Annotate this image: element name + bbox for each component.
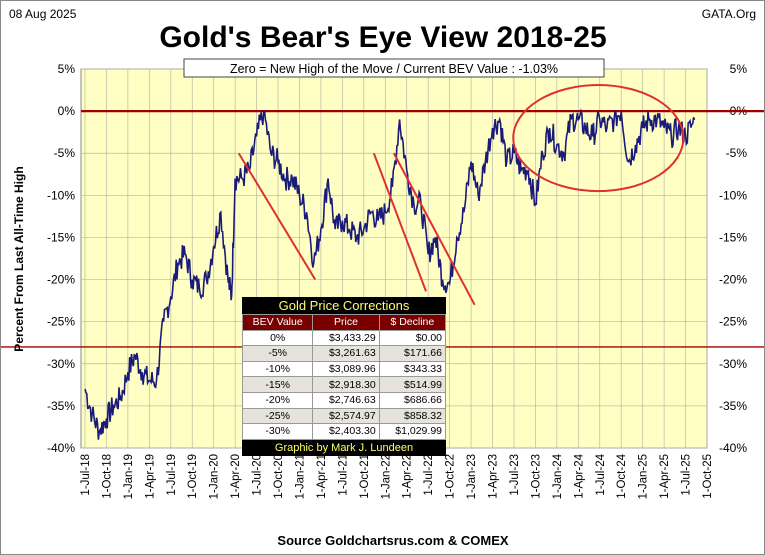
x-tick-label: 1-Apr-24 <box>573 453 585 498</box>
y-tick-label-right: 5% <box>730 62 748 76</box>
x-tick-label: 1-Oct-18 <box>101 454 113 499</box>
x-tick-label: 1-Jul-18 <box>80 454 92 496</box>
y-tick-label-left: -30% <box>47 357 75 371</box>
y-tick-label-left: -40% <box>47 441 75 455</box>
table-row: -5% $3,261.63 $171.66 <box>241 345 447 362</box>
table-cell: $3,433.29 <box>312 329 380 347</box>
x-tick-label: 1-Apr-21 <box>316 454 328 499</box>
x-tick-label: 1-Apr-25 <box>659 454 671 499</box>
trend-line <box>237 152 317 281</box>
table-cell: $3,089.96 <box>312 360 380 378</box>
x-tick-label: 1-Oct-22 <box>445 454 457 499</box>
x-tick-label: 1-Jul-19 <box>166 454 178 496</box>
y-tick-label-left: 5% <box>58 62 76 76</box>
x-tick-label: 1-Jan-20 <box>209 454 221 499</box>
y-tick-label-right: -25% <box>719 315 747 329</box>
table-cell: -20% <box>241 391 314 409</box>
subtitle: Zero = New High of the Move / Current BE… <box>230 62 558 76</box>
table-cell: $3,261.63 <box>312 345 380 362</box>
table-cell: $2,918.30 <box>312 376 380 393</box>
column-header: BEV Value <box>241 314 314 331</box>
column-header: $ Decline <box>378 314 447 331</box>
x-tick-label: 1-Oct-23 <box>530 454 542 499</box>
x-tick-label: 1-Jan-24 <box>552 453 564 499</box>
y-tick-label-right: -30% <box>719 357 747 371</box>
x-tick-label: 1-Jul-21 <box>337 454 349 496</box>
gold-price-corrections-table: Gold Price Corrections BEV Value Price $… <box>241 297 447 456</box>
x-tick-label: 1-Apr-19 <box>144 454 156 499</box>
table-row: -25% $2,574.97 $858.32 <box>241 407 447 425</box>
y-tick-label-left: -35% <box>47 399 75 413</box>
trend-line <box>372 152 427 292</box>
y-tick-label-left: 0% <box>58 104 76 118</box>
y-tick-label-left: -25% <box>47 315 75 329</box>
y-tick-label-left: -20% <box>47 273 75 287</box>
table-cell: $686.66 <box>378 391 447 409</box>
x-tick-label: 1-Jan-19 <box>123 454 135 499</box>
x-axis-label: Source Goldchartsrus.com & COMEX <box>277 533 508 548</box>
highlight-ellipse <box>512 84 685 193</box>
x-tick-label: 1-Oct-25 <box>702 454 714 499</box>
y-tick-label-right: -10% <box>719 188 747 202</box>
bev-series-line <box>84 108 696 440</box>
table-cell: -30% <box>241 423 314 440</box>
y-tick-label-left: -15% <box>47 230 75 244</box>
x-tick-label: 1-Oct-21 <box>359 454 371 499</box>
x-tick-label: 1-Jul-24 <box>595 453 607 495</box>
table-cell: -10% <box>241 360 314 378</box>
y-tick-label-right: -20% <box>719 273 747 287</box>
x-tick-label: 1-Apr-22 <box>402 454 414 499</box>
column-header: Price <box>312 314 380 331</box>
table-row: 0% $3,433.29 $0.00 <box>241 329 447 347</box>
table-cell: $2,403.30 <box>312 423 380 440</box>
date-label: 08 Aug 2025 <box>9 7 77 21</box>
x-tick-label: 1-Oct-24 <box>616 453 628 498</box>
table-title: Gold Price Corrections <box>242 297 446 315</box>
y-tick-label-right: -5% <box>726 146 748 160</box>
x-tick-label: 1-Jan-22 <box>380 454 392 499</box>
table-cell: -25% <box>241 407 314 425</box>
table-cell: $2,746.63 <box>312 391 380 409</box>
y-tick-label-right: -40% <box>719 441 747 455</box>
x-tick-label: 1-Jul-20 <box>252 454 264 496</box>
subtitle-box <box>183 58 605 78</box>
table-cell: $858.32 <box>378 407 447 425</box>
table-cell: $1,029.99 <box>378 423 447 440</box>
chart-title: Gold's Bear's Eye View 2018-25 <box>159 21 606 54</box>
table-cell: $171.66 <box>378 345 447 362</box>
y-tick-label-left: -10% <box>47 188 75 202</box>
table-row: -20% $2,746.63 $686.66 <box>241 391 447 409</box>
x-tick-label: 1-Apr-20 <box>230 454 242 499</box>
x-tick-label: 1-Oct-19 <box>187 454 199 499</box>
y-tick-label-right: -35% <box>719 399 747 413</box>
x-tick-label: 1-Jul-23 <box>509 454 521 496</box>
x-tick-label: 1-Jan-25 <box>638 454 650 499</box>
table-cell: $343.33 <box>378 360 447 378</box>
table-cell: $2,574.97 <box>312 407 380 425</box>
y-tick-label-left: -5% <box>54 146 76 160</box>
table-row: -10% $3,089.96 $343.33 <box>241 360 447 378</box>
y-tick-label-right: -15% <box>719 230 747 244</box>
x-tick-label: 1-Jan-21 <box>294 454 306 499</box>
x-tick-label: 1-Jul-22 <box>423 454 435 496</box>
site-label: GATA.Org <box>702 7 756 21</box>
table-row: -15% $2,918.30 $514.99 <box>241 376 447 393</box>
x-tick-label: 1-Apr-23 <box>488 454 500 499</box>
table-cell: 0% <box>241 329 314 347</box>
table-footer: Graphic by Mark J. Lundeen <box>242 439 446 456</box>
x-tick-label: 1-Jan-23 <box>466 454 478 499</box>
table-cell: -5% <box>241 345 314 362</box>
table-cell: $514.99 <box>378 376 447 393</box>
trend-line <box>392 152 476 306</box>
x-tick-label: 1-Oct-20 <box>273 454 285 499</box>
x-tick-label: 1-Jul-25 <box>681 454 693 496</box>
table-row: -30% $2,403.30 $1,029.99 <box>241 423 447 440</box>
y-axis-label: Percent From Last All-Time High <box>12 166 26 351</box>
table-cell: -15% <box>241 376 314 393</box>
table-cell: $0.00 <box>378 329 447 347</box>
